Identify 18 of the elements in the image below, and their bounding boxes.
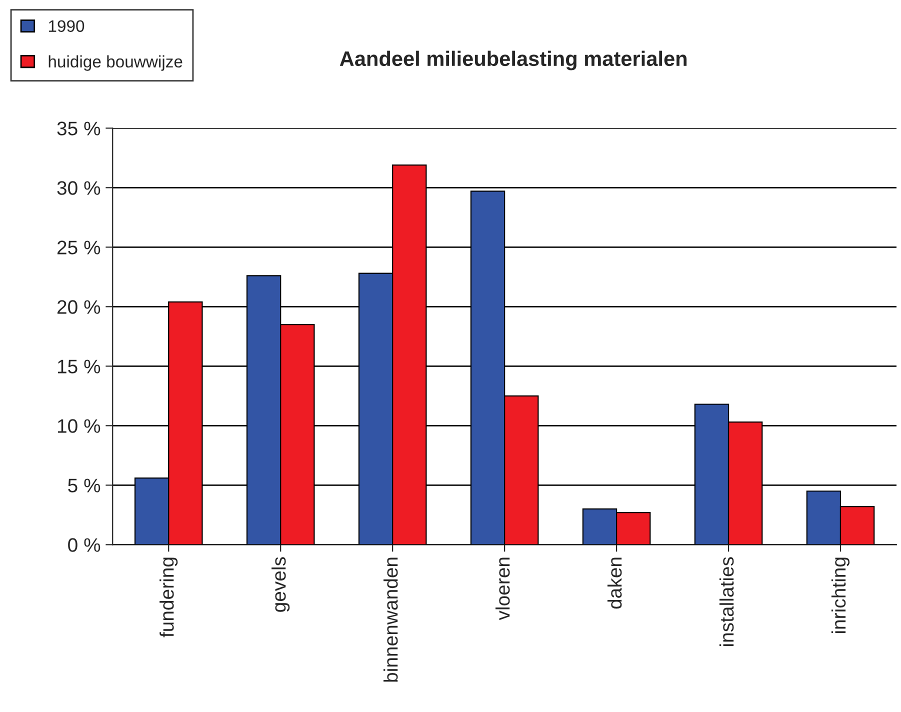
legend-label: 1990 — [48, 20, 84, 32]
chart-title: Aandeel milieubelasting materialen — [340, 50, 687, 70]
y-tick-label: 25 % — [57, 240, 100, 254]
y-tick-label: 35 % — [57, 122, 100, 136]
y-tick-label: 20 % — [57, 300, 100, 314]
y-tick-label: 30 % — [57, 181, 100, 195]
y-tick-label: 0 % — [68, 538, 100, 552]
x-tick-label: installaties — [719, 557, 734, 646]
x-tick-label: binnenwanden — [384, 558, 398, 682]
legend-label: huidige bouwwijze — [48, 55, 182, 71]
y-tick-label: 10 % — [58, 419, 100, 433]
y-tick-label: 5 % — [68, 478, 100, 492]
x-tick-label: vloeren — [495, 558, 510, 620]
x-tick-label: fundering — [160, 558, 178, 638]
y-tick-label: 15 % — [58, 360, 100, 374]
x-tick-label: inrichting — [831, 558, 850, 633]
x-tick-label: gevels — [272, 557, 290, 612]
x-tick-label: daken — [607, 558, 622, 609]
